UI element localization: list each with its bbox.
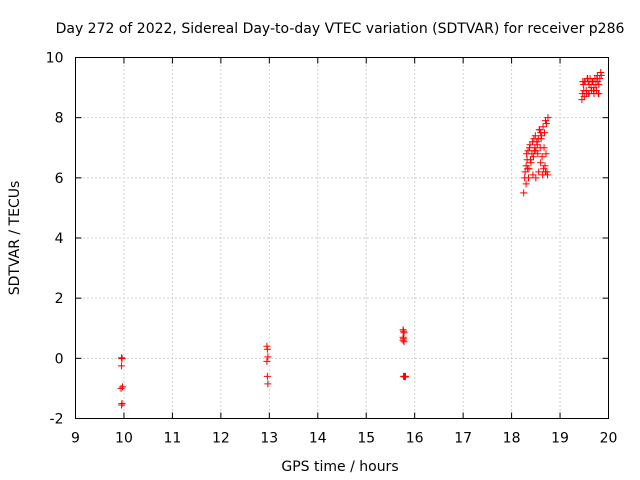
data-point bbox=[589, 87, 597, 95]
x-tick-label: 14 bbox=[309, 431, 327, 447]
data-point bbox=[585, 81, 593, 89]
data-point bbox=[535, 126, 543, 134]
data-point bbox=[399, 336, 407, 344]
x-tick-label: 9 bbox=[71, 431, 80, 447]
x-tick-label: 11 bbox=[163, 431, 181, 447]
y-tick-label: 8 bbox=[55, 111, 64, 127]
data-points bbox=[117, 69, 605, 409]
data-point bbox=[585, 90, 593, 98]
x-tick-label: 13 bbox=[260, 431, 278, 447]
data-point bbox=[520, 189, 528, 197]
y-tick-label: -2 bbox=[50, 412, 64, 428]
data-point bbox=[264, 353, 272, 361]
data-point bbox=[522, 162, 530, 170]
data-point bbox=[595, 81, 603, 89]
data-point bbox=[578, 90, 586, 98]
data-point bbox=[539, 123, 547, 131]
x-tick-label: 12 bbox=[212, 431, 230, 447]
data-point bbox=[117, 384, 125, 392]
data-point bbox=[540, 144, 548, 152]
data-point bbox=[400, 338, 408, 346]
chart-title: Day 272 of 2022, Sidereal Day-to-day VTE… bbox=[56, 21, 625, 37]
data-point bbox=[535, 168, 543, 176]
x-axis-label: GPS time / hours bbox=[281, 459, 398, 475]
data-point bbox=[589, 78, 597, 86]
data-point bbox=[532, 174, 540, 182]
data-point bbox=[526, 156, 534, 164]
data-point bbox=[401, 372, 409, 380]
data-point bbox=[584, 75, 592, 83]
data-point bbox=[537, 159, 545, 167]
data-point bbox=[543, 168, 551, 176]
data-point bbox=[264, 380, 272, 388]
data-point bbox=[528, 138, 536, 146]
data-point bbox=[263, 372, 271, 380]
data-point bbox=[540, 165, 548, 173]
data-point bbox=[524, 147, 532, 155]
data-point bbox=[523, 150, 531, 158]
data-point bbox=[530, 147, 538, 155]
y-tick-label: 4 bbox=[55, 231, 64, 247]
data-point bbox=[542, 150, 550, 158]
data-point bbox=[533, 141, 541, 149]
data-point bbox=[529, 171, 537, 179]
data-point bbox=[537, 135, 545, 143]
data-point bbox=[529, 153, 537, 161]
y-tick-label: 6 bbox=[55, 171, 64, 187]
y-tick-label: 10 bbox=[46, 51, 64, 67]
x-tick-label: 16 bbox=[406, 431, 424, 447]
data-point bbox=[263, 345, 271, 353]
x-tick-label: 17 bbox=[454, 431, 472, 447]
data-point bbox=[119, 383, 127, 391]
data-point bbox=[579, 78, 587, 86]
data-point bbox=[400, 329, 408, 337]
data-point bbox=[263, 357, 271, 365]
data-point bbox=[118, 362, 126, 370]
plot-frame bbox=[75, 57, 609, 419]
y-tick-label: 2 bbox=[55, 291, 64, 307]
data-point bbox=[580, 87, 588, 95]
y-tick-label: 0 bbox=[55, 351, 64, 367]
grid-lines bbox=[75, 57, 609, 419]
data-point bbox=[526, 144, 534, 152]
data-point bbox=[530, 135, 538, 143]
data-point bbox=[118, 401, 126, 409]
data-point bbox=[594, 90, 602, 98]
x-tick-label: 15 bbox=[357, 431, 375, 447]
data-point bbox=[538, 153, 546, 161]
data-point bbox=[542, 120, 550, 128]
data-point bbox=[521, 174, 529, 182]
data-point bbox=[531, 132, 539, 140]
x-tick-label: 18 bbox=[503, 431, 521, 447]
y-axis-label: SDTVAR / TECUs bbox=[7, 181, 23, 296]
x-tick-label: 19 bbox=[551, 431, 569, 447]
x-tick-label: 10 bbox=[115, 431, 133, 447]
data-point bbox=[522, 180, 530, 188]
data-point bbox=[524, 165, 532, 173]
data-point bbox=[544, 114, 552, 122]
data-point bbox=[541, 129, 549, 137]
axis-ticks: 9 10 11 12 13 14 15 16 17 18 19 20 -2 0 2 4 6 8 10 bbox=[46, 51, 618, 447]
x-tick-label: 20 bbox=[600, 431, 618, 447]
data-point bbox=[541, 162, 549, 170]
data-point bbox=[118, 354, 126, 362]
data-point bbox=[534, 150, 542, 158]
data-point bbox=[597, 72, 605, 80]
